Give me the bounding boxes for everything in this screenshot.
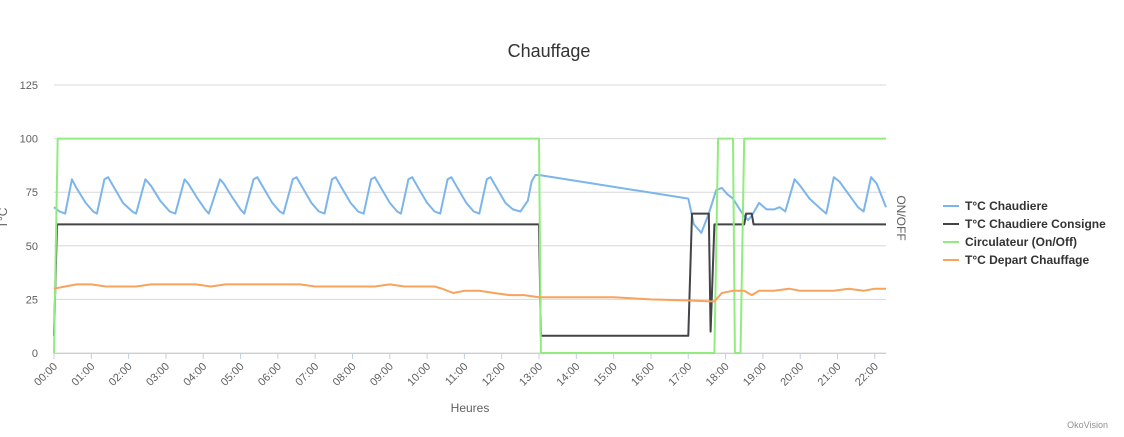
y-tick-label: 50 — [26, 241, 38, 253]
series-line-2[interactable] — [53, 137, 886, 354]
y-tick-label: 25 — [26, 294, 38, 306]
credits-text[interactable]: OkoVision — [1067, 420, 1108, 430]
x-tick-label: 22:00 — [853, 361, 881, 389]
x-tick-label: 11:00 — [443, 361, 470, 388]
x-axis-title: Heures — [451, 401, 490, 415]
legend-item[interactable]: T°C Chaudiere — [943, 199, 1048, 213]
legend-label: T°C Chaudiere Consigne — [965, 217, 1106, 231]
y-tick-label: 125 — [20, 80, 38, 92]
x-tick-label: 19:00 — [741, 361, 769, 389]
series-line-3[interactable] — [53, 283, 886, 303]
y-tick-label: 75 — [26, 187, 38, 199]
x-tick-label: 02:00 — [107, 361, 135, 389]
x-tick-label: 04:00 — [181, 361, 209, 389]
y-tick-label: 0 — [32, 348, 38, 360]
chart-title: Chauffage — [508, 41, 591, 61]
series-lines — [53, 137, 887, 354]
y-axis-title: T°C — [0, 207, 10, 228]
legend-label: Circulateur (On/Off) — [965, 235, 1077, 249]
x-tick-label: 00:00 — [32, 361, 60, 389]
series-line-0[interactable] — [53, 174, 887, 234]
legend-label: T°C Chaudiere — [965, 199, 1048, 213]
legend-item[interactable]: T°C Depart Chauffage — [943, 253, 1089, 267]
x-tick-label: 18:00 — [704, 361, 732, 389]
x-tick-label: 05:00 — [219, 361, 247, 389]
x-tick-label: 01:00 — [69, 361, 97, 389]
x-tick-label: 15:00 — [592, 361, 620, 389]
x-axis-ticks: 00:00 01:00 02:00 03:00 04:00 05:00 06:00 07:00… — [32, 353, 881, 389]
x-tick-label: 10:00 — [405, 361, 433, 389]
legend-item[interactable]: T°C Chaudiere Consigne — [943, 217, 1106, 231]
y-tick-label: 100 — [20, 134, 38, 146]
x-tick-label: 07:00 — [293, 361, 321, 389]
x-tick-label: 09:00 — [368, 361, 396, 389]
legend-item[interactable]: Circulateur (On/Off) — [943, 235, 1077, 249]
x-tick-label: 20:00 — [778, 361, 806, 389]
x-tick-label: 13:00 — [517, 361, 545, 389]
x-tick-label: 12:00 — [480, 361, 508, 389]
x-tick-label: 16:00 — [629, 361, 657, 389]
x-tick-label: 03:00 — [144, 361, 172, 389]
legend-label: T°C Depart Chauffage — [965, 253, 1089, 267]
legend: T°C Chaudiere T°C Chaudiere Consigne Circu… — [943, 199, 1106, 267]
x-tick-label: 17:00 — [666, 361, 694, 389]
x-tick-label: 14:00 — [555, 361, 583, 389]
x-tick-label: 21:00 — [816, 361, 844, 389]
y2-axis-title: ON/OFF — [894, 195, 908, 240]
series-line-1[interactable] — [53, 212, 886, 337]
y-axis-ticks: 0 25 50 75 100 125 — [20, 80, 38, 360]
x-tick-label: 08:00 — [331, 361, 359, 389]
x-tick-label: 06:00 — [256, 361, 284, 389]
grid-lines — [54, 84, 886, 354]
